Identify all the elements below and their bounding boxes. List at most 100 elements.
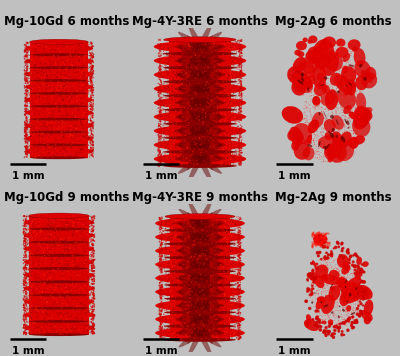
Ellipse shape [178,291,222,320]
Point [46,319,52,325]
Point [341,289,347,295]
Point [233,319,240,325]
Point [88,236,95,241]
Point [61,147,68,152]
Point [319,132,326,138]
Point [159,81,166,87]
Point [50,307,57,313]
Point [82,79,89,85]
Point [341,91,348,97]
Point [224,299,231,304]
Point [159,215,165,221]
Point [206,301,212,307]
Point [329,59,336,65]
Point [86,241,92,247]
Point [335,316,342,322]
Point [24,295,31,301]
Point [215,80,222,86]
Point [170,328,176,333]
Point [350,122,356,128]
Point [238,150,244,155]
Point [156,68,162,74]
Ellipse shape [341,264,350,274]
Point [312,128,318,134]
Point [47,266,54,272]
Point [345,294,351,300]
Point [52,103,59,109]
Point [235,140,241,146]
Point [27,324,33,330]
Point [58,310,64,315]
Point [165,88,172,94]
Point [178,100,184,106]
Point [36,140,43,146]
Point [21,323,27,328]
Point [190,117,196,123]
Point [218,85,224,91]
Point [340,42,346,47]
Point [236,227,243,233]
Point [345,268,352,273]
Point [76,293,83,299]
Point [207,293,213,299]
Point [348,282,354,288]
Point [25,313,31,318]
Point [88,40,94,46]
Point [56,283,62,289]
Point [34,311,41,316]
Point [345,116,352,121]
Point [317,265,324,270]
Point [318,292,325,298]
Point [228,157,234,162]
Point [65,253,72,258]
Point [323,49,330,55]
Point [178,155,184,161]
Point [209,220,216,225]
Point [319,242,325,248]
Point [325,298,332,303]
Point [236,225,243,230]
Point [63,331,70,337]
Point [340,93,346,98]
Point [189,93,195,98]
Point [157,292,164,298]
Point [54,251,60,256]
Point [165,254,171,260]
Point [186,119,192,125]
Point [21,330,27,336]
Point [322,61,329,67]
Point [326,329,332,335]
Point [158,253,164,259]
Point [67,248,74,254]
Point [190,96,196,101]
Point [232,149,239,155]
Point [311,240,317,246]
Point [229,60,235,66]
Point [24,92,30,98]
Point [186,238,193,244]
Point [217,263,223,268]
Point [83,231,90,237]
Point [86,242,92,248]
Point [21,305,27,311]
Point [43,140,49,146]
Point [67,221,74,227]
Point [357,301,364,307]
Point [84,142,91,148]
Point [74,67,81,72]
Ellipse shape [178,236,222,265]
Ellipse shape [178,74,222,104]
Point [157,148,164,153]
Point [204,282,210,288]
Point [68,52,74,58]
Point [158,141,164,147]
Point [334,73,341,78]
Point [214,43,221,49]
Point [172,223,178,229]
Point [332,90,338,96]
Point [333,106,339,111]
Point [28,229,35,234]
Point [352,308,359,314]
Point [317,150,324,155]
Point [64,267,70,273]
